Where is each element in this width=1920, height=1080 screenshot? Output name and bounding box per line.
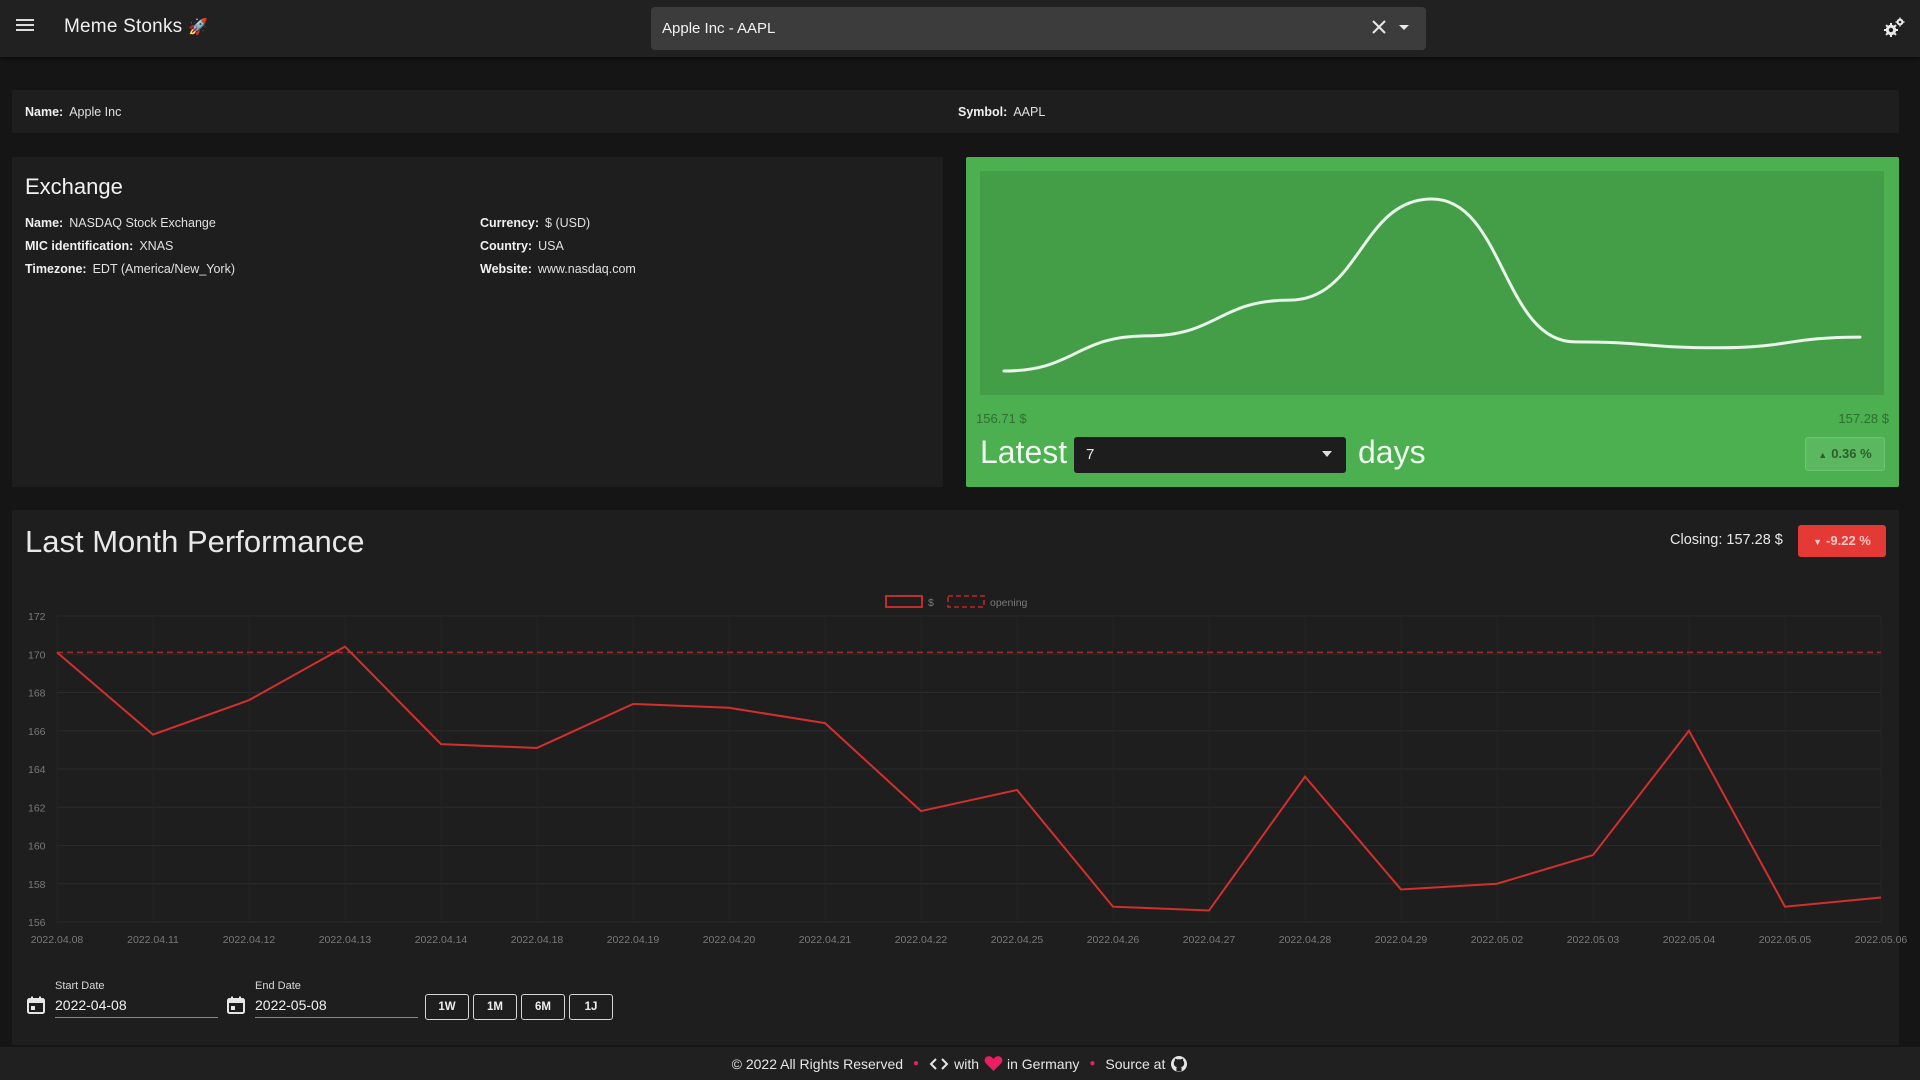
start-date-input[interactable] — [55, 997, 218, 1018]
performance-change-value: -9.22 % — [1826, 533, 1871, 548]
arrow-down-icon: ▼ — [1813, 537, 1823, 547]
exchange-name-label: Name: — [25, 216, 64, 230]
exchange-currency-label: Currency: — [480, 216, 540, 230]
range-1w-button[interactable]: 1W — [425, 994, 469, 1020]
stock-symbol-label: Symbol: — [958, 105, 1008, 119]
days-select[interactable]: 7 — [1074, 437, 1346, 473]
exchange-website-value[interactable]: www.nasdaq.com — [537, 262, 636, 276]
stock-info-bar: Name: Apple Inc Symbol: AAPL — [12, 90, 1899, 133]
code-icon — [929, 1057, 949, 1070]
performance-title: Last Month Performance — [25, 524, 365, 559]
footer: © 2022 All Rights Reserved ● with in Ger… — [0, 1047, 1920, 1080]
performance-card: Last Month Performance Closing: 157.28 $… — [12, 510, 1899, 1045]
github-icon[interactable] — [1170, 1055, 1188, 1073]
exchange-website: Website: www.nasdaq.com — [480, 262, 636, 276]
exchange-name: Name: NASDAQ Stock Exchange — [25, 216, 216, 230]
exchange-website-label: Website: — [480, 262, 532, 276]
closing-price: Closing: 157.28 $ — [1670, 532, 1783, 548]
exchange-timezone-label: Timezone: — [25, 262, 87, 276]
change-percent-badge: ▲ 0.36 % — [1805, 437, 1885, 471]
end-date-label: End Date — [255, 980, 301, 992]
stock-name: Name: Apple Inc — [25, 105, 121, 119]
exchange-currency-value: $ (USD) — [545, 216, 591, 230]
change-percent-value: 0.36 % — [1831, 446, 1872, 461]
sparkline-start-price: 156.71 $ — [976, 411, 1027, 426]
stock-name-value: Apple Inc — [69, 105, 122, 119]
separator-dot: ● — [913, 1058, 920, 1069]
heart-icon — [984, 1056, 1003, 1071]
exchange-card: Exchange Name: NASDAQ Stock Exchange MIC … — [12, 157, 943, 487]
sparkline-chart — [1002, 197, 1862, 373]
exchange-timezone: Timezone: EDT (America/New_York) — [25, 262, 235, 276]
days-label: days — [1358, 434, 1426, 470]
end-date-input[interactable] — [255, 997, 418, 1018]
arrow-up-icon: ▲ — [1818, 450, 1828, 460]
price-trend-card: 156.71 $ 157.28 $ Latest 7 days ▲ 0.36 % — [966, 157, 1899, 487]
stock-search[interactable] — [651, 7, 1426, 50]
exchange-timezone-value: EDT (America/New_York) — [92, 262, 235, 276]
app-bar: Meme Stonks 🚀 — [0, 0, 1920, 57]
footer-source-text[interactable]: Source at — [1105, 1055, 1166, 1072]
exchange-title: Exchange — [25, 174, 123, 199]
chevron-down-icon — [1322, 451, 1332, 457]
stock-search-input[interactable] — [651, 19, 1341, 38]
start-date-label: Start Date — [55, 980, 105, 992]
sparkline-area — [980, 171, 1884, 395]
latest-label: Latest — [980, 434, 1068, 470]
stock-name-label: Name: — [25, 105, 64, 119]
days-select-value: 7 — [1086, 446, 1095, 463]
exchange-mic-label: MIC identification: — [25, 239, 134, 253]
exchange-currency: Currency: $ (USD) — [480, 216, 590, 230]
app-title-text: Meme Stonks — [64, 16, 183, 37]
footer-germany-text: in Germany — [1007, 1055, 1080, 1072]
exchange-mic-value: XNAS — [139, 239, 174, 253]
chevron-down-icon[interactable] — [1396, 19, 1412, 35]
menu-icon[interactable] — [14, 16, 36, 38]
range-1m-button[interactable]: 1M — [473, 994, 517, 1020]
exchange-name-value: NASDAQ Stock Exchange — [69, 216, 216, 230]
separator-dot: ● — [1089, 1058, 1096, 1069]
calendar-icon[interactable] — [26, 995, 46, 1015]
performance-change-badge: ▼ -9.22 % — [1798, 525, 1886, 557]
close-icon[interactable] — [1370, 18, 1388, 36]
stock-symbol: Symbol: AAPL — [958, 105, 1045, 119]
exchange-country: Country: USA — [480, 239, 564, 253]
rocket-icon: 🚀 — [188, 19, 209, 36]
exchange-country-label: Country: — [480, 239, 533, 253]
exchange-country-value: USA — [538, 239, 564, 253]
settings-icon[interactable] — [1882, 16, 1906, 40]
range-6m-button[interactable]: 6M — [521, 994, 565, 1020]
stock-symbol-value: AAPL — [1013, 105, 1046, 119]
footer-copyright: © 2022 All Rights Reserved — [731, 1055, 904, 1072]
footer-with-text: with — [954, 1055, 979, 1072]
sparkline-line — [1002, 197, 1862, 373]
range-1j-button[interactable]: 1J — [569, 994, 613, 1020]
sparkline-end-price: 157.28 $ — [1838, 411, 1889, 426]
calendar-icon[interactable] — [226, 995, 246, 1015]
exchange-mic: MIC identification: XNAS — [25, 239, 173, 253]
app-title: Meme Stonks 🚀 — [64, 16, 208, 38]
